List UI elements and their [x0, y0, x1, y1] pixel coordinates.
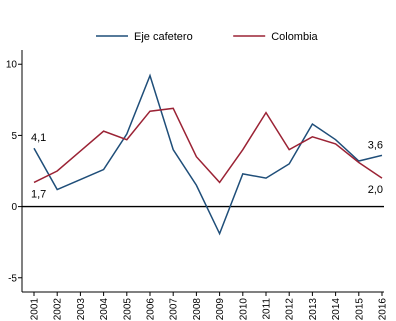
- y-tick-label: 10: [6, 60, 18, 71]
- x-tick-label: 2001: [30, 298, 41, 321]
- legend-item: Eje cafetero: [96, 31, 193, 43]
- x-tick-label: 2009: [215, 298, 226, 321]
- x-tick-label: 2004: [99, 298, 110, 321]
- x-tick-label: 2005: [122, 298, 133, 321]
- x-tick-label: 2010: [238, 298, 249, 321]
- data-label: 2,0: [368, 184, 383, 196]
- y-tick-label: -5: [8, 273, 17, 284]
- x-tick-label: 2015: [354, 298, 365, 321]
- y-tick-label: 5: [11, 131, 17, 142]
- x-tick-label: 2002: [53, 298, 64, 321]
- x-tick-label: 2013: [308, 298, 319, 321]
- series-lines: [33, 73, 383, 236]
- data-label: 3,6: [368, 139, 383, 151]
- x-tick-label: 2007: [169, 298, 180, 321]
- series-line-1: [33, 107, 383, 184]
- data-label: 1,7: [31, 188, 46, 200]
- legend-label: Eje cafetero: [134, 31, 193, 43]
- x-tick-label: 2003: [76, 298, 87, 321]
- y-tick-label: 0: [11, 202, 17, 213]
- data-labels: 4,1 1,7 3,6 2,0: [31, 132, 383, 200]
- legend: Eje cafetero Colombia: [96, 31, 319, 43]
- x-tick-label: 2006: [146, 298, 157, 321]
- x-tick-label: 2011: [262, 298, 273, 320]
- x-tick-label: 2016: [378, 298, 389, 321]
- data-label: 4,1: [31, 132, 46, 144]
- x-tick-label: 2012: [285, 298, 296, 321]
- legend-item: Colombia: [233, 31, 319, 43]
- series-line-0: [33, 73, 383, 236]
- legend-label: Colombia: [271, 31, 318, 43]
- axes: -5 0 5 10 2001 2002 2003 2004 2005 2006 2007 2008 20…: [6, 50, 389, 320]
- x-tick-label: 2008: [192, 298, 203, 321]
- x-tick-label: 2014: [331, 298, 342, 321]
